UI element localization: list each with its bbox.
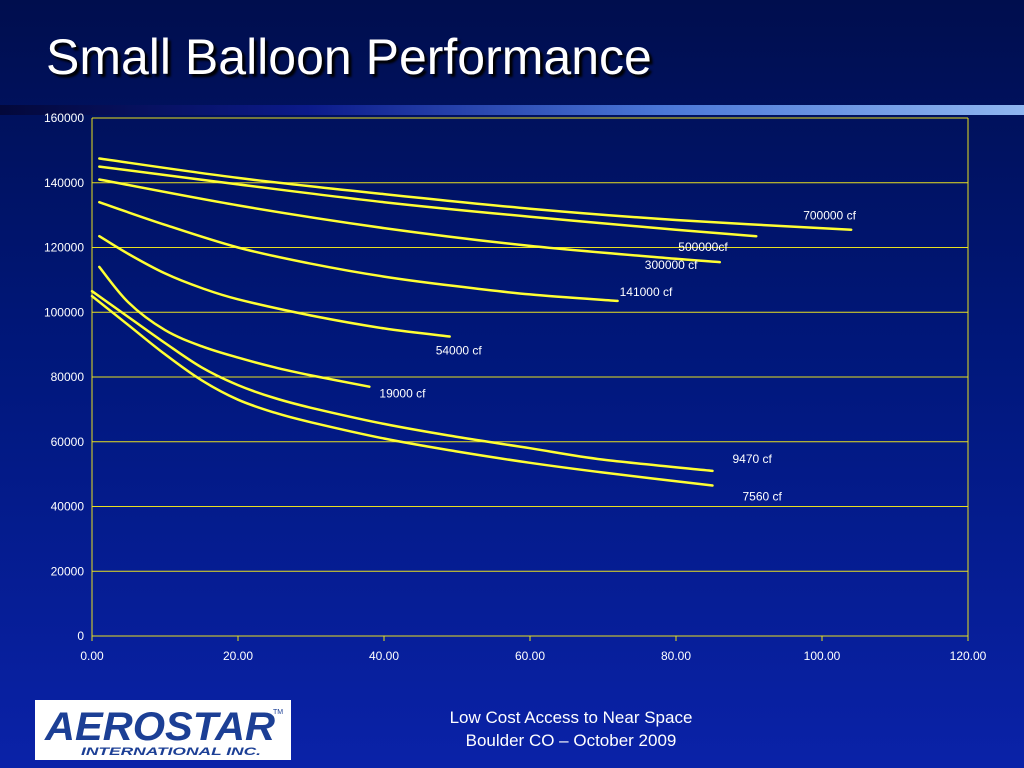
- aerostar-logo-graphic: AEROSTAR TM INTERNATIONAL INC.: [44, 705, 283, 758]
- logo-wordmark: AEROSTAR: [44, 705, 275, 749]
- chart-axes: 0 20000 40000 60000 80000 100000 120000 140000 1…: [44, 111, 987, 663]
- y-tick-label: 100000: [44, 305, 84, 319]
- series-line: [90, 294, 714, 487]
- series-line: [98, 200, 619, 303]
- series-label: 300000 cf: [645, 258, 698, 272]
- aerostar-logo: AEROSTAR TM INTERNATIONAL INC.: [35, 700, 291, 760]
- chart-series-labels: 700000 cf 500000cf 300000 cf 141000 cf 54000…: [379, 209, 856, 504]
- series-line: [98, 157, 853, 231]
- footer-line-2: Boulder CO – October 2009: [465, 731, 677, 750]
- chart-grid: [92, 117, 969, 637]
- y-tick-label: 0: [77, 629, 84, 643]
- x-tick-label: 0.00: [80, 649, 104, 663]
- series-line: [98, 178, 722, 264]
- logo-trademark: TM: [273, 709, 283, 716]
- series-line: [98, 234, 451, 338]
- x-tick-label: 120.00: [950, 649, 987, 663]
- series-label: 500000cf: [678, 240, 728, 254]
- series-label: 9470 cf: [733, 452, 773, 466]
- line-chart: 0 20000 40000 60000 80000 100000 120000 140000 1…: [44, 111, 987, 663]
- x-tick-label: 40.00: [369, 649, 399, 663]
- x-tick-label: 100.00: [804, 649, 841, 663]
- slide-title: Small Balloon Performance: [46, 29, 652, 85]
- y-tick-label: 120000: [44, 241, 84, 255]
- x-tick-label: 80.00: [661, 649, 691, 663]
- series-line: [98, 165, 758, 238]
- series-label: 19000 cf: [379, 387, 426, 401]
- footer-line-1: Low Cost Access to Near Space: [449, 708, 693, 727]
- chart-series: [90, 157, 853, 487]
- series-label: 7560 cf: [743, 489, 783, 503]
- x-tick-label: 20.00: [223, 649, 253, 663]
- series-label: 700000 cf: [803, 209, 856, 223]
- y-tick-label: 140000: [44, 176, 84, 190]
- y-tick-label: 80000: [51, 370, 85, 384]
- logo-subtext: INTERNATIONAL INC.: [81, 746, 261, 758]
- x-tick-label: 60.00: [515, 649, 545, 663]
- series-line: [98, 265, 371, 388]
- y-tick-label: 20000: [51, 564, 85, 578]
- series-label: 54000 cf: [436, 344, 483, 358]
- y-tick-label: 40000: [51, 500, 85, 514]
- footer-caption: Low Cost Access to Near Space Boulder CO…: [400, 706, 742, 752]
- y-tick-label: 160000: [44, 111, 84, 125]
- series-label: 141000 cf: [620, 285, 673, 299]
- title-divider: [0, 105, 1024, 115]
- y-tick-label: 60000: [51, 435, 85, 449]
- series-line: [90, 289, 714, 473]
